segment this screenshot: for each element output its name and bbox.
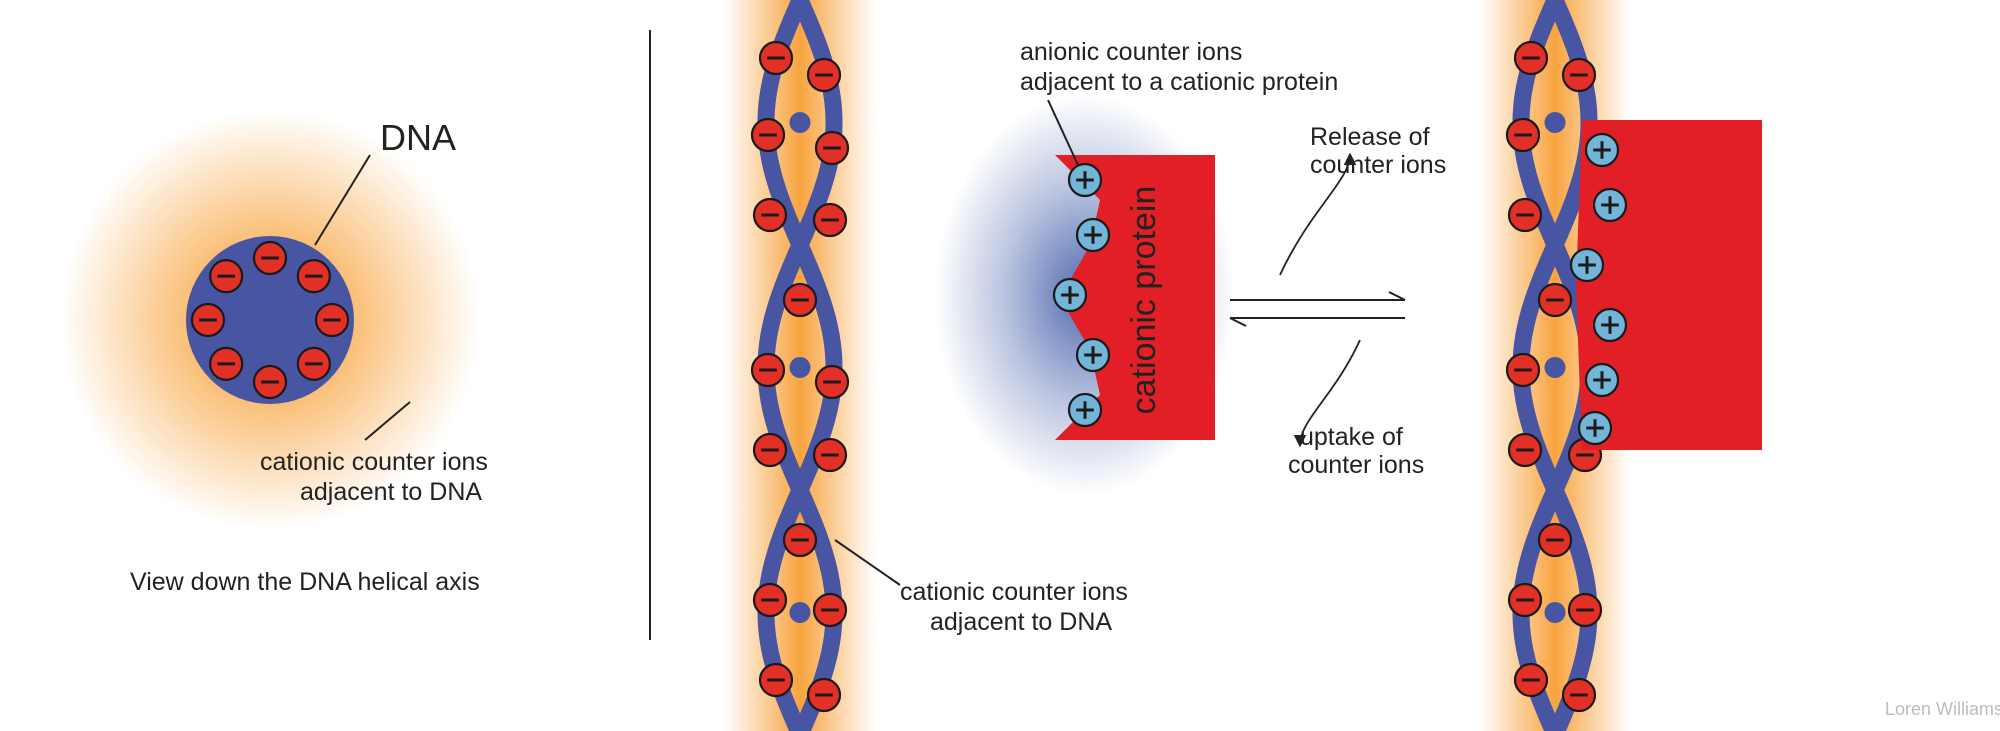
diagram-root: DNAcationic counter ionsadjacent to DNAV… <box>0 0 2000 731</box>
cationic-dna-label-b2: adjacent to DNA <box>930 608 1112 636</box>
cationic-protein-label: cationic protein <box>1125 186 1163 415</box>
release-label-2: counter ions <box>1310 151 1446 179</box>
uptake-label-1: uptake of <box>1300 423 1403 451</box>
protein-bound <box>1582 120 1762 450</box>
release-label-1: Release of <box>1310 123 1430 151</box>
anionic-label-1: anionic counter ions <box>1020 38 1242 66</box>
axial-caption: View down the DNA helical axis <box>130 568 480 596</box>
cationic-dna-label-b1: cationic counter ions <box>900 578 1128 606</box>
anionic-label-2: adjacent to a cationic protein <box>1020 68 1338 96</box>
helix-free <box>725 0 875 731</box>
cationic-dna-label-2: adjacent to DNA <box>300 478 482 506</box>
credit: Loren Williams <box>1885 699 2000 719</box>
dna-label: DNA <box>380 117 456 158</box>
cationic-dna-label-1: cationic counter ions <box>260 448 488 476</box>
uptake-label-2: counter ions <box>1288 451 1424 479</box>
